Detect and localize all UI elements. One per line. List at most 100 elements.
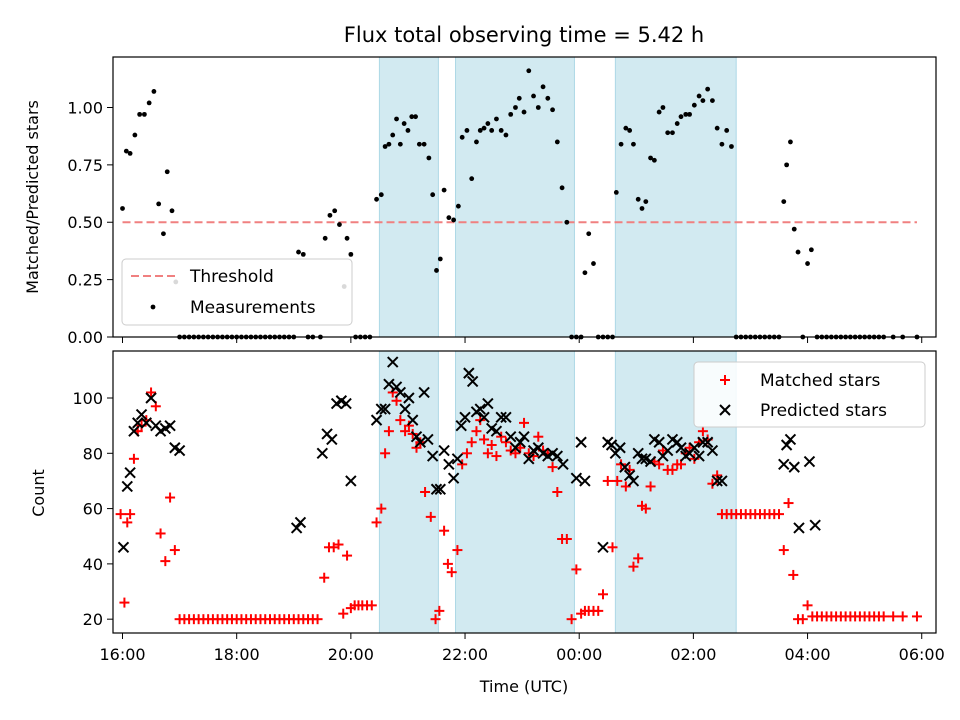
cross-b xyxy=(546,447,559,460)
measurement-point xyxy=(591,261,596,266)
predicted-point xyxy=(605,439,618,451)
measurement-point xyxy=(141,111,147,117)
measurement-point xyxy=(169,208,175,214)
cross-b xyxy=(422,433,434,446)
measurement-point xyxy=(409,114,415,120)
matched-point xyxy=(628,561,639,572)
predicted-point xyxy=(495,411,507,424)
cross-b xyxy=(387,356,399,368)
cross-b xyxy=(623,469,636,482)
legend-matched-label: Matched stars xyxy=(760,371,880,391)
cross-b xyxy=(451,453,464,465)
cross-b xyxy=(778,458,790,471)
bottom-legend-box xyxy=(693,361,926,428)
predicted-point xyxy=(597,541,609,554)
measurement-point xyxy=(477,128,483,133)
cross-b xyxy=(500,411,512,424)
measurement-point xyxy=(724,128,730,133)
top-legend-box xyxy=(121,258,353,326)
cross-b xyxy=(632,447,644,460)
measurement-point xyxy=(808,247,814,253)
predicted-point xyxy=(387,356,399,368)
matched-point xyxy=(645,481,656,492)
predicted-stars-series xyxy=(117,356,821,554)
x-tick-label: 16:00 xyxy=(99,645,145,664)
cross-b xyxy=(383,378,395,390)
matched-point xyxy=(888,611,899,622)
measurement-point xyxy=(700,98,706,104)
cross-b xyxy=(605,439,618,451)
cross-b xyxy=(414,436,427,448)
matched-point xyxy=(411,442,422,453)
cross-b xyxy=(706,444,719,457)
matched-point xyxy=(146,387,157,398)
measurement-point xyxy=(421,141,427,147)
cross-b xyxy=(370,414,383,426)
x-tick-label: 04:00 xyxy=(785,645,831,664)
measurement-point xyxy=(670,130,675,136)
predicted-point xyxy=(455,419,467,432)
cross-b xyxy=(514,436,526,448)
matched-point xyxy=(319,572,330,583)
matched-point xyxy=(491,451,502,462)
legend-threshold-label: Threshold xyxy=(189,267,274,287)
cross-b xyxy=(614,442,626,454)
predicted-point xyxy=(784,433,797,446)
cross-b xyxy=(619,461,631,473)
measurement-point xyxy=(805,261,810,266)
measurement-point xyxy=(344,235,350,241)
matched-point xyxy=(425,511,436,522)
predicted-point xyxy=(675,442,687,454)
cross-b xyxy=(447,472,460,484)
matched-point xyxy=(342,550,353,561)
measurement-point xyxy=(164,169,170,175)
measurement-point xyxy=(631,141,636,147)
matched-point xyxy=(788,569,799,580)
shaded-interval xyxy=(455,56,575,338)
matched-point xyxy=(155,528,166,539)
cross-b xyxy=(326,433,338,446)
predicted-point xyxy=(403,392,415,404)
cross-b xyxy=(403,392,415,404)
measurement-point xyxy=(441,187,447,193)
matched-point xyxy=(547,462,558,473)
measurement-point xyxy=(146,100,152,106)
measurement-point xyxy=(795,249,801,255)
predicted-point xyxy=(706,444,719,457)
predicted-point xyxy=(443,458,455,471)
y-tick-label: 0.50 xyxy=(67,213,103,232)
measurement-point xyxy=(322,235,328,241)
cross-b xyxy=(537,447,549,460)
measurement-point xyxy=(474,139,479,145)
matched-point xyxy=(461,448,472,459)
matched-point xyxy=(400,426,411,437)
measurement-point xyxy=(784,162,790,168)
cross-b xyxy=(443,458,455,471)
matched-point xyxy=(376,503,387,514)
measurement-point xyxy=(337,222,342,227)
top-y-axis-label: Matched/Predicted stars xyxy=(23,100,42,294)
predicted-point xyxy=(466,375,479,388)
predicted-point xyxy=(671,436,683,448)
measurement-point xyxy=(545,95,551,101)
legend-predicted-marker xyxy=(719,404,731,416)
cross-b xyxy=(697,436,709,448)
x-tick-label: 06:00 xyxy=(899,645,945,664)
top-panel: 0.00 0.25 0.50 0.75 1.00 Matched/Predicted s… xyxy=(23,56,937,347)
legend-predicted-label: Predicted stars xyxy=(760,401,887,421)
predicted-point xyxy=(551,450,564,462)
y-tick-label: 1.00 xyxy=(67,98,103,117)
matched-point xyxy=(169,545,180,556)
measurement-point xyxy=(378,192,384,198)
predicted-point xyxy=(124,466,136,479)
measurement-point xyxy=(627,128,633,133)
predicted-point xyxy=(697,436,709,448)
measurement-point xyxy=(161,231,166,237)
predicted-point xyxy=(340,397,352,410)
matched-point xyxy=(783,498,794,509)
cross-b xyxy=(504,430,517,443)
matched-point xyxy=(897,611,908,622)
measurement-point xyxy=(416,141,422,147)
measurement-point xyxy=(137,111,143,117)
cross-b xyxy=(173,444,186,457)
